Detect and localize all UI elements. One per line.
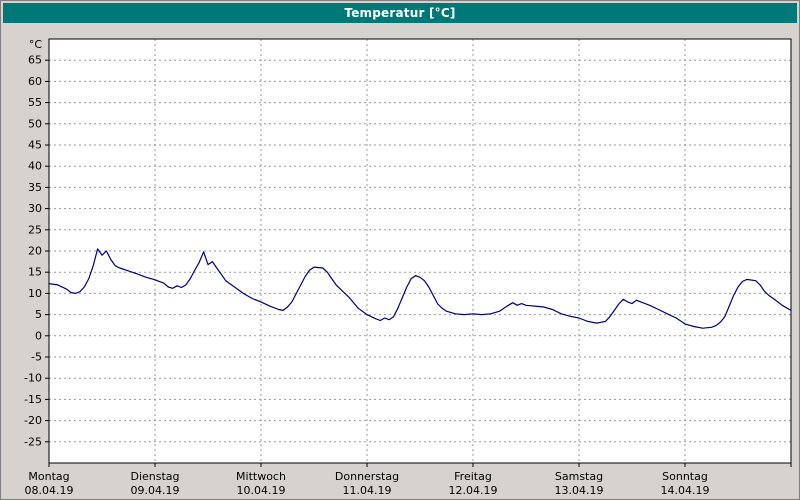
y-tick-label: 25 <box>28 223 42 236</box>
y-tick-label: 60 <box>28 75 42 88</box>
y-tick-label: 55 <box>28 96 42 109</box>
y-axis-unit-label: °C <box>29 38 43 51</box>
x-axis-day-label: Sonntag <box>662 470 708 483</box>
x-axis-date-label: 14.04.19 <box>661 484 710 497</box>
y-tick-label: 15 <box>28 266 42 279</box>
y-tick-label: 30 <box>28 202 42 215</box>
x-axis-date-label: 11.04.19 <box>343 484 392 497</box>
x-axis-day-label: Dienstag <box>130 470 179 483</box>
y-tick-label: 10 <box>28 287 42 300</box>
y-tick-label: -20 <box>24 414 42 427</box>
y-tick-label: -15 <box>24 393 42 406</box>
window-title: Temperatur [°C] <box>344 6 456 20</box>
x-axis-date-label: 08.04.19 <box>25 484 74 497</box>
x-axis-day-label: Samstag <box>555 470 603 483</box>
x-axis-date-label: 10.04.19 <box>237 484 286 497</box>
y-tick-label: 20 <box>28 245 42 258</box>
x-axis-date-label: 13.04.19 <box>555 484 604 497</box>
title-bar[interactable]: Temperatur [°C] <box>3 3 797 23</box>
y-tick-label: 50 <box>28 117 42 130</box>
y-tick-label: -25 <box>24 435 42 448</box>
x-axis-date-label: 12.04.19 <box>449 484 498 497</box>
y-tick-label: 35 <box>28 181 42 194</box>
y-tick-label: 40 <box>28 160 42 173</box>
x-axis-day-label: Montag <box>28 470 69 483</box>
x-axis-day-label: Mittwoch <box>236 470 286 483</box>
y-tick-label: -10 <box>24 372 42 385</box>
y-tick-label: 0 <box>35 329 42 342</box>
x-axis-day-label: Freitag <box>454 470 492 483</box>
y-tick-label: 5 <box>35 308 42 321</box>
y-tick-label: -5 <box>31 351 42 364</box>
y-tick-label: 65 <box>28 54 42 67</box>
y-tick-label: 45 <box>28 139 42 152</box>
x-axis-date-label: 09.04.19 <box>131 484 180 497</box>
x-axis-day-label: Donnerstag <box>335 470 399 483</box>
temperature-chart: -25 -20 -15 -10 -5 0 5 10 15 20 25 30 35 40 45 50 55 60 65… <box>24 38 792 497</box>
temperature-series-line <box>48 248 792 329</box>
plot-border <box>48 38 792 464</box>
